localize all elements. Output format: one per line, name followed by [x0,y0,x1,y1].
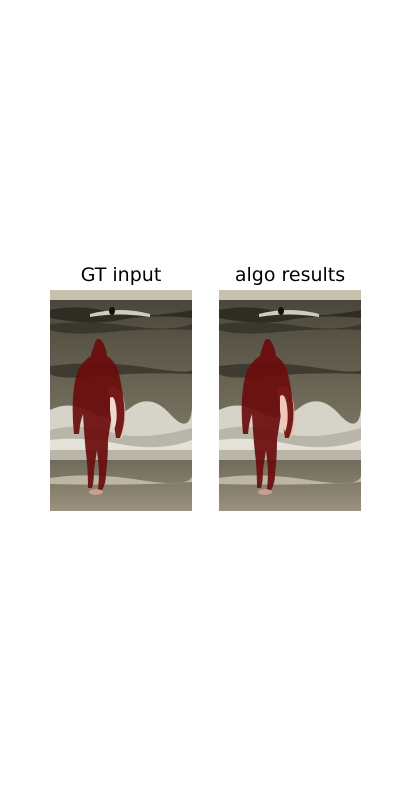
beach-photo [50,290,192,511]
gt-input-image [50,290,192,511]
wave-crest [259,310,319,317]
sky [219,290,361,300]
beach-photo [219,290,361,511]
board-highlight [110,397,117,430]
sky [50,290,192,300]
wave-band [219,307,361,323]
panel-title-algo-results: algo results [234,264,346,286]
person-mask [241,338,294,490]
wet-sand [219,460,361,511]
foot-splash [89,489,103,495]
foot-splash [258,489,272,495]
distant-surfer [278,307,284,315]
distant-surfer [109,307,115,315]
algo-results-image [219,290,361,511]
wave-crest [90,310,150,317]
wet-sand [50,460,192,511]
board-highlight [280,395,288,432]
sand-reflection [219,475,361,485]
sand-reflection [50,475,192,485]
panel-title-gt-input: GT input [80,264,162,286]
wave-band [50,322,192,334]
wave-band [219,322,361,334]
wave-band [50,307,192,323]
person-mask [72,338,125,490]
